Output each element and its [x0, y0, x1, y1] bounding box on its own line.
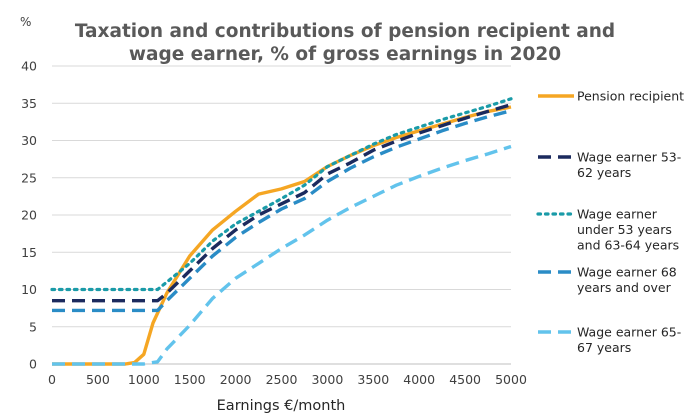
y-axis-unit: % [20, 15, 31, 29]
x-tick-label: 3000 [311, 372, 343, 387]
x-tick-label: 5000 [495, 372, 527, 387]
legend-item-wage-earner-53-62-years: Wage earner 53-62 years [538, 150, 681, 180]
y-tick-label: 0 [29, 357, 37, 372]
y-tick-label: 30 [21, 133, 37, 148]
legend-label: Wage earner 68 [577, 265, 677, 280]
legend-label: Wage earner [577, 207, 658, 222]
legend-label: years and over [577, 280, 672, 295]
x-tick-label: 500 [86, 372, 110, 387]
y-tick-label: 10 [21, 282, 37, 297]
series-line-wage-earner-65-67-years [52, 144, 512, 366]
x-tick-label: 3500 [357, 372, 389, 387]
series-line-pension-recipient [52, 105, 512, 366]
series-line-wage-earner-53-62-years [52, 103, 512, 303]
chart-title-line-2: wage earner, % of gross earnings in 2020 [129, 44, 561, 65]
y-tick-label: 15 [21, 245, 37, 260]
x-axis-label: Earnings €/month [217, 398, 346, 414]
legend-item-wage-earner-65-67-years: Wage earner 65-67 years [538, 325, 681, 355]
chart-title-line-1: Taxation and contributions of pension re… [75, 21, 615, 42]
plot-area: 0 5 10 15 20 25 30 35 40 0 500 1000 1500 2000 2500 3000… [21, 59, 527, 388]
series-line-wage-earner-under-53-years-and-63-64-years [50, 97, 513, 292]
series-line-wage-earner-68-years-and-over [52, 109, 512, 313]
legend-item-pension-recipient: Pension recipient [538, 89, 684, 104]
legend-label: Wage earner 53- [577, 150, 681, 165]
x-tick-label: 1000 [128, 372, 160, 387]
legend-label: under 53 years [577, 222, 672, 237]
y-tick-label: 5 [29, 319, 37, 334]
legend-label: 67 years [577, 340, 631, 355]
y-tick-label: 35 [21, 96, 37, 111]
legend-label: 62 years [577, 165, 631, 180]
x-tick-label: 4000 [403, 372, 435, 387]
x-tick-label: 4500 [449, 372, 481, 387]
y-tick-label: 40 [21, 59, 37, 74]
x-tick-label: 1500 [174, 372, 206, 387]
legend-label: Wage earner 65- [577, 325, 681, 340]
x-tick-label: 2000 [220, 372, 252, 387]
legend-label: and 63-64 years [577, 238, 679, 253]
y-tick-label: 20 [21, 208, 37, 223]
x-tick-label: 2500 [266, 372, 298, 387]
x-tick-label: 0 [48, 372, 56, 387]
legend-label: Pension recipient [577, 89, 684, 104]
legend: Pension recipient Wage earner 53-62 years… [536, 89, 684, 355]
y-tick-label: 25 [21, 170, 37, 185]
